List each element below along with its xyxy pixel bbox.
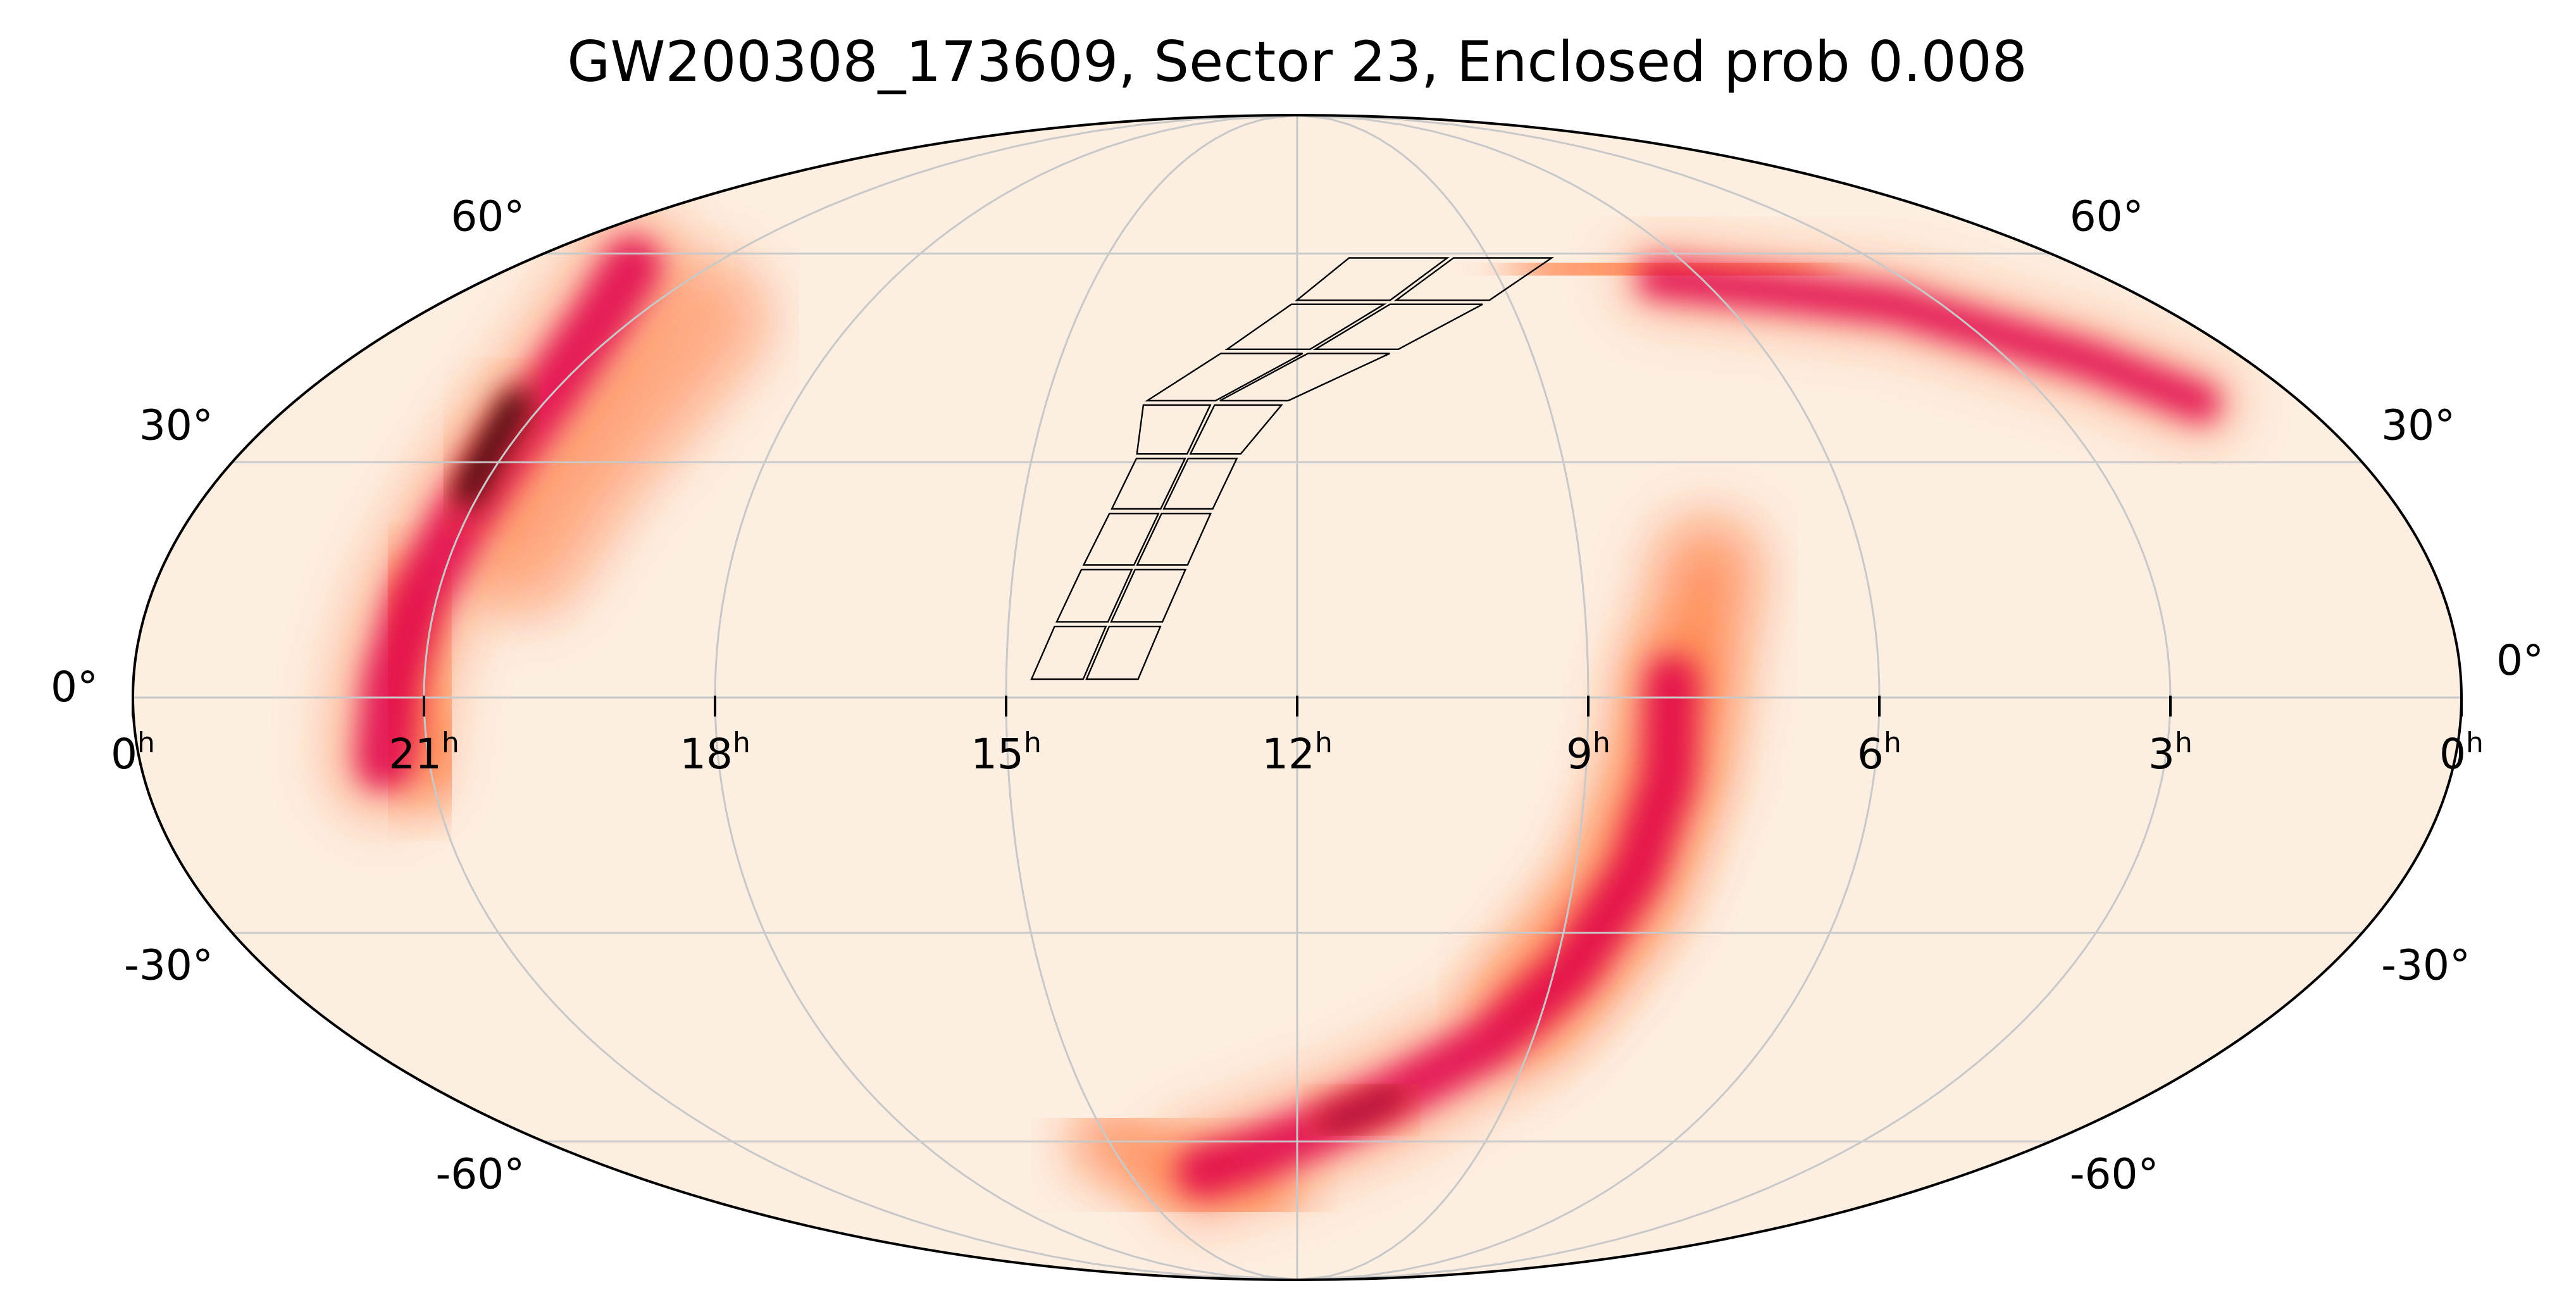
tess-ccd-tile [1189,404,1283,455]
tess-ccd-tile [1162,458,1238,510]
tess-ccd-tile [1144,353,1304,402]
probability-band [1637,259,2220,423]
ra-tick-label: 9h [1566,727,1610,779]
dec-tick-label-right: 0° [2496,636,2544,685]
dec-tick-label-left: -60° [435,1149,525,1198]
ra-tick-label: 18h [680,727,750,779]
tess-sector-footprint [1030,257,1555,680]
probability-band [1319,1084,1405,1136]
dec-tick-label-left: -30° [124,941,213,990]
tess-ccd-tile [1136,513,1212,566]
tess-ccd-tile [1030,625,1107,680]
ra-tick-label: 21h [389,727,459,779]
ra-tick-label: 0h [111,727,155,779]
dec-axis-labels: 60° 60° 30° 30° 0° 0° -30° -30° -60° -60° [51,192,2544,1199]
probability-band [1177,655,1698,1198]
tess-ccd-tile [1295,257,1450,301]
ra-tick-label: 12h [1262,727,1333,779]
ra-tick-label: 3h [2148,727,2193,779]
ra-tick-label: 6h [1857,727,1901,779]
tess-ccd-tile [1136,404,1212,455]
dec-tick-label-left: 30° [139,401,213,449]
tess-ccd-tile [1393,257,1555,301]
dec-tick-label-right: -60° [2070,1149,2159,1198]
dec-tick-label-right: 30° [2381,401,2455,449]
dec-tick-label-right: 60° [2070,192,2144,241]
tess-ccd-tile [1111,458,1186,510]
dec-tick-label-left: 0° [51,663,98,711]
dec-tick-label-left: 60° [451,192,525,241]
probability-band [454,389,530,506]
chart-title: GW200308_173609, Sector 23, Enclosed pro… [567,29,2027,94]
tess-ccd-tile [1224,303,1387,350]
dec-tick-label-right: -30° [2381,941,2470,990]
tess-ccd-tile [1312,303,1483,350]
tess-ccd-tile [1219,353,1390,402]
ra-tick-label: 0h [2439,727,2484,779]
tess-ccd-tile [1085,625,1162,680]
probability-band [494,287,740,586]
ra-axis-labels: 0h 21h 18h 15h 12h 9h 6h 3h 0h [111,696,2484,779]
tess-ccd-tile [1082,513,1160,566]
tess-ccd-tile [1110,568,1187,623]
tess-ccd-tile [1055,568,1133,623]
ra-tick-label: 15h [971,727,1042,779]
